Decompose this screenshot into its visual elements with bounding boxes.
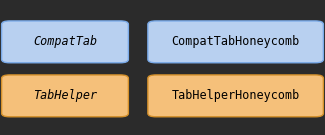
Text: CompatTab: CompatTab: [33, 35, 97, 48]
FancyBboxPatch shape: [2, 75, 128, 117]
FancyBboxPatch shape: [148, 75, 323, 117]
Text: TabHelper: TabHelper: [33, 89, 97, 102]
Text: TabHelperHoneycomb: TabHelperHoneycomb: [172, 89, 300, 102]
FancyBboxPatch shape: [2, 21, 128, 63]
Text: CompatTabHoneycomb: CompatTabHoneycomb: [172, 35, 300, 48]
FancyBboxPatch shape: [148, 21, 323, 63]
